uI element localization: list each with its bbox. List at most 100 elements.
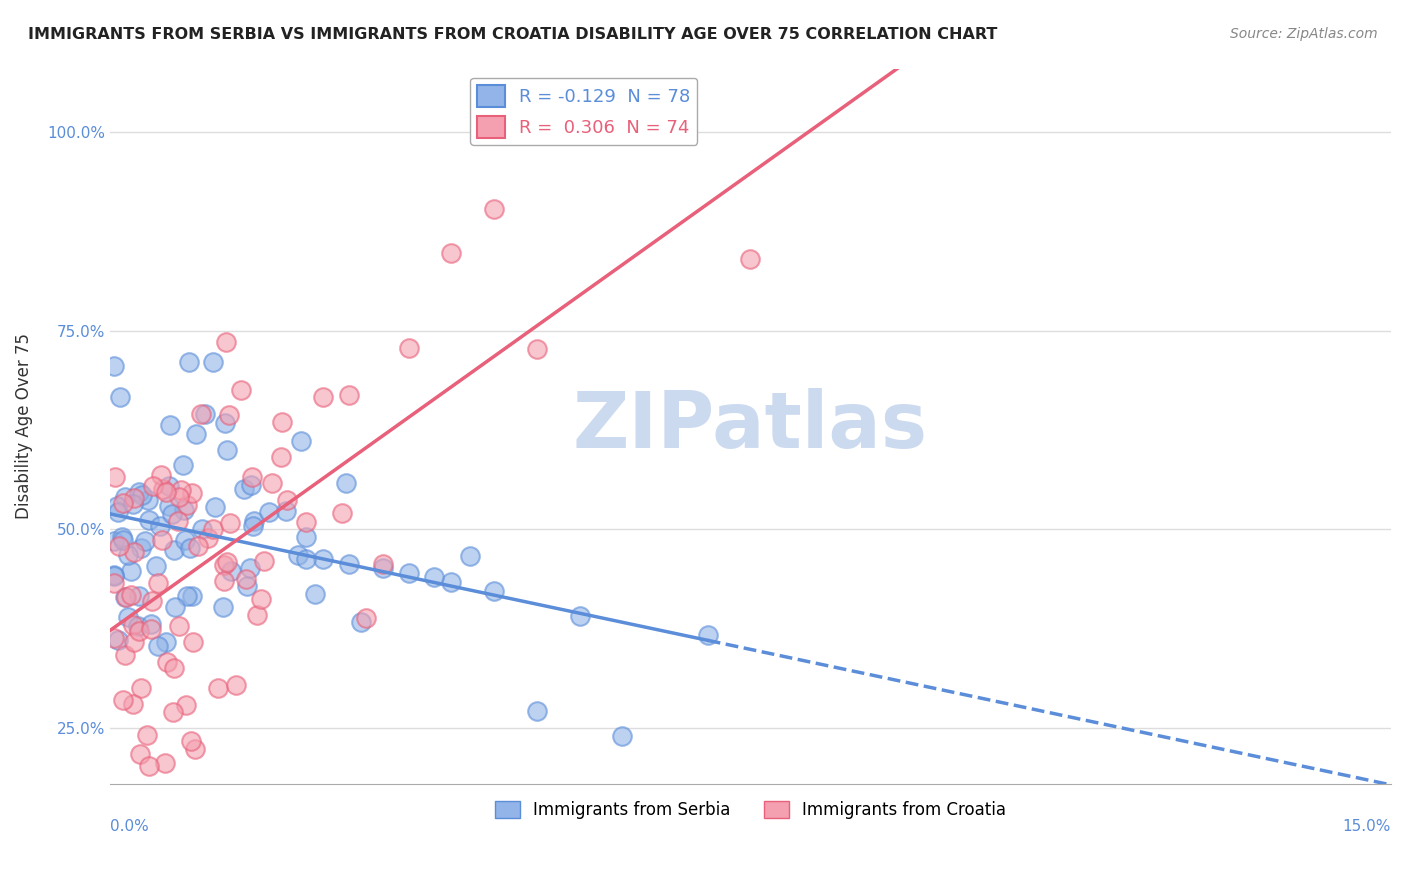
Point xyxy=(482,202,505,217)
Point xyxy=(190,522,212,536)
Point xyxy=(193,407,215,421)
Point xyxy=(162,705,184,719)
Point xyxy=(295,551,318,566)
Point xyxy=(180,485,202,500)
Point xyxy=(371,561,394,575)
Point xyxy=(176,499,198,513)
Point xyxy=(108,540,131,554)
Point xyxy=(232,482,254,496)
Point xyxy=(117,548,139,562)
Point xyxy=(612,730,634,744)
Point xyxy=(740,252,762,267)
Point xyxy=(184,426,207,441)
Point xyxy=(212,600,235,615)
Point xyxy=(207,681,229,696)
Point xyxy=(155,656,177,670)
Point xyxy=(162,507,184,521)
Point xyxy=(146,576,169,591)
Point xyxy=(155,756,177,770)
Point xyxy=(169,483,191,497)
Point xyxy=(276,504,298,518)
Point xyxy=(423,570,446,584)
Point xyxy=(371,557,394,571)
Point xyxy=(103,359,125,374)
Point xyxy=(215,555,238,569)
Point xyxy=(354,611,377,625)
Point xyxy=(103,533,125,548)
Point xyxy=(335,476,357,491)
Point xyxy=(526,704,548,718)
Point xyxy=(139,617,162,632)
Point xyxy=(398,341,420,355)
Text: Source: ZipAtlas.com: Source: ZipAtlas.com xyxy=(1230,27,1378,41)
Point xyxy=(103,567,125,582)
Point xyxy=(149,519,172,533)
Point xyxy=(172,458,194,473)
Point xyxy=(122,491,145,506)
Point xyxy=(163,661,186,675)
Point xyxy=(696,628,718,642)
Point xyxy=(120,588,142,602)
Point xyxy=(197,531,219,545)
Point xyxy=(121,618,143,632)
Point xyxy=(159,418,181,433)
Point xyxy=(225,677,247,691)
Point xyxy=(105,499,128,513)
Point xyxy=(246,608,269,623)
Text: 15.0%: 15.0% xyxy=(1343,820,1391,834)
Point xyxy=(127,619,149,633)
Point xyxy=(157,479,180,493)
Point xyxy=(122,634,145,648)
Point xyxy=(526,342,548,356)
Point xyxy=(129,681,152,695)
Point xyxy=(167,618,190,632)
Point xyxy=(276,493,298,508)
Point xyxy=(398,566,420,580)
Point xyxy=(104,470,127,484)
Point xyxy=(139,622,162,636)
Point xyxy=(146,640,169,654)
Point xyxy=(120,564,142,578)
Point xyxy=(122,697,145,711)
Point xyxy=(155,635,177,649)
Point xyxy=(482,583,505,598)
Point xyxy=(271,415,294,429)
Point xyxy=(295,516,318,530)
Point xyxy=(252,554,274,568)
Text: 0.0%: 0.0% xyxy=(110,820,149,834)
Point xyxy=(152,533,174,547)
Point xyxy=(214,574,236,588)
Point xyxy=(187,539,209,553)
Point xyxy=(138,513,160,527)
Text: IMMIGRANTS FROM SERBIA VS IMMIGRANTS FROM CROATIA DISABILITY AGE OVER 75 CORRELA: IMMIGRANTS FROM SERBIA VS IMMIGRANTS FRO… xyxy=(28,27,997,42)
Point xyxy=(111,495,134,509)
Point xyxy=(440,574,463,589)
Point xyxy=(239,478,262,492)
Point xyxy=(117,609,139,624)
Point xyxy=(114,490,136,504)
Point xyxy=(169,490,191,504)
Point xyxy=(312,390,335,404)
Point xyxy=(122,497,145,511)
Point xyxy=(163,599,186,614)
Legend: Immigrants from Serbia, Immigrants from Croatia: Immigrants from Serbia, Immigrants from … xyxy=(488,794,1012,825)
Point xyxy=(152,482,174,496)
Point xyxy=(242,519,264,533)
Point xyxy=(235,572,257,586)
Point xyxy=(112,693,135,707)
Point xyxy=(124,545,146,559)
Point xyxy=(337,387,360,401)
Point xyxy=(128,484,150,499)
Point xyxy=(458,549,481,563)
Point xyxy=(290,434,312,449)
Point xyxy=(131,488,153,502)
Point xyxy=(219,564,242,578)
Point xyxy=(134,533,156,548)
Point xyxy=(142,479,165,493)
Point xyxy=(215,334,238,349)
Point xyxy=(183,742,205,756)
Point xyxy=(128,589,150,603)
Point xyxy=(337,557,360,571)
Point xyxy=(155,485,177,500)
Point xyxy=(114,590,136,604)
